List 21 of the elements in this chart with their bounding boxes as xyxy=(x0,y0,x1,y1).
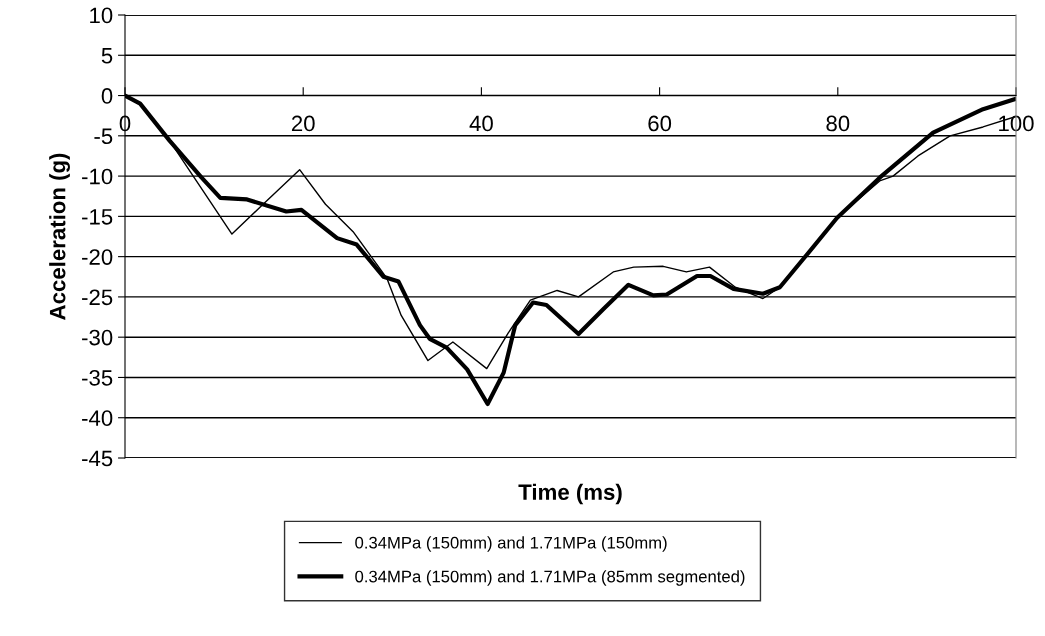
y-tick-label: -30 xyxy=(82,329,113,346)
y-tick-label: 0 xyxy=(101,88,113,104)
y-tick-label: -25 xyxy=(82,289,113,306)
x-tick-label: 20 xyxy=(291,115,315,132)
y-tick-label: -5 xyxy=(94,128,113,145)
x-tick-label: 80 xyxy=(826,115,850,132)
y-tick-label: -15 xyxy=(82,209,113,225)
y-tick-label: -35 xyxy=(82,369,113,386)
y-tick-label: -10 xyxy=(82,168,113,185)
y-tick-label: -45 xyxy=(82,450,113,467)
x-tick-label: 60 xyxy=(648,115,672,132)
y-tick-label: -40 xyxy=(82,410,113,426)
legend-label: 0.34MPa (150mm) and 1.71MPa (150mm) xyxy=(355,536,667,552)
x-axis-title: Time (ms) xyxy=(518,483,622,505)
legend-label: 0.34MPa (150mm) and 1.71MPa (85mm segmented) xyxy=(355,570,745,586)
y-tick-label: 10 xyxy=(90,7,113,24)
x-tick-label: 100 xyxy=(999,115,1034,132)
y-tick-label: -20 xyxy=(82,249,113,265)
y-axis-title: Acceleration (g) xyxy=(49,153,70,320)
x-tick-label: 40 xyxy=(469,115,493,132)
y-tick-label: 5 xyxy=(101,48,113,64)
